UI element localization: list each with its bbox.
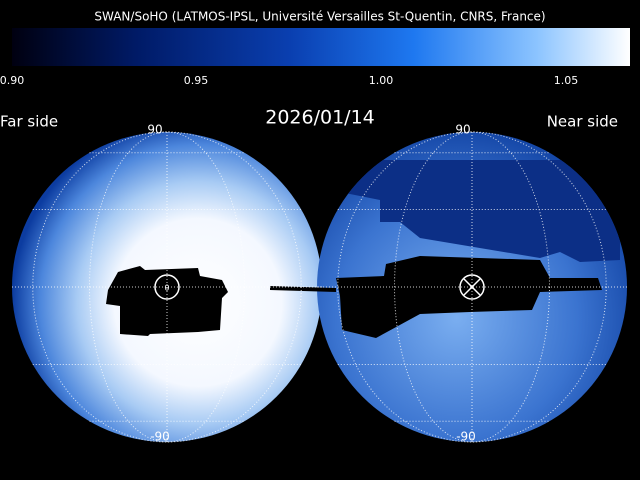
title: SWAN/SoHO (LATMOS-IPSL, Université Versa… xyxy=(94,10,545,24)
masked-strip xyxy=(270,286,336,292)
lat-label: 90 xyxy=(455,123,470,137)
grid xyxy=(12,131,627,443)
grid-line xyxy=(89,131,245,443)
colorbar xyxy=(12,28,630,66)
lat-label: -90 xyxy=(150,430,170,444)
date-label: 2026/01/14 xyxy=(265,107,375,129)
grid-line xyxy=(32,131,302,443)
sun-marker xyxy=(154,274,180,300)
masked-region xyxy=(336,256,602,338)
grid-line xyxy=(394,131,550,443)
grid-line xyxy=(337,131,607,443)
colorbar-tick: 0.90 xyxy=(0,74,24,87)
anti-sun-marker xyxy=(459,274,485,300)
colorbar-tick: 1.00 xyxy=(369,74,394,87)
far-side-label: Far side xyxy=(0,113,58,131)
near-side-label: Near side xyxy=(547,113,618,131)
colorbar-tick: 0.95 xyxy=(184,74,209,87)
colorbar-tick: 1.05 xyxy=(554,74,579,87)
lat-label: 90 xyxy=(147,123,162,137)
anti-sun-cross xyxy=(463,278,481,296)
